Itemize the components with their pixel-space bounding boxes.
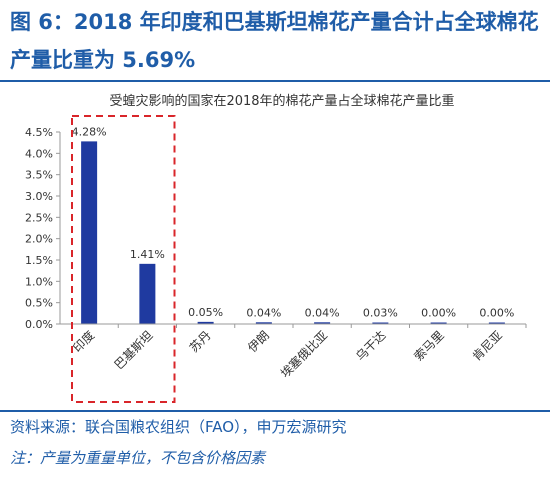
bar [372,322,389,324]
category-label: 印度 [70,328,98,356]
bars [81,141,505,324]
y-tick-label: 0.0% [25,318,53,331]
bar [430,322,447,324]
figure-title: 图 6：2018 年印度和巴基斯坦棉花产量合计占全球棉花产量比重为 5.69% [10,10,539,72]
category-label: 埃塞俄比亚 [277,328,330,381]
y-tick-label: 1.0% [25,275,53,288]
bar-chart: 受蝗灾影响的国家在2018年的棉花产量占全球棉花产量比重 0.0% 0.5% 1.0… [25,93,527,403]
footnote: 注：产量为重量单位，不包含价格因素 [10,449,266,467]
category-label: 伊朗 [245,328,272,355]
y-tick-label: 2.0% [25,233,53,246]
highlight-frame [71,115,176,403]
y-tick-label: 4.5% [25,126,53,139]
title-divider [0,80,550,82]
chart-title: 受蝗灾影响的国家在2018年的棉花产量占全球棉花产量比重 [109,93,454,109]
y-tick-label: 1.5% [25,254,53,267]
category-label: 索马里 [411,328,446,363]
y-tick-label: 4.0% [25,147,53,160]
bar [255,322,272,324]
bar [488,322,505,324]
source-note: 资料来源：联合国粮农组织（FAO），申万宏源研究 [10,418,347,436]
category-label: 肯尼亚 [470,328,505,363]
y-tick-label: 3.0% [25,190,53,203]
data-label: 0.04% [305,306,340,319]
data-label: 0.05% [188,306,223,319]
y-axis: 0.0% 0.5% 1.0% 1.5% 2.0% 2.5% 3.0% 3.5% 4.0% 4.5% [25,126,61,331]
y-tick-label: 2.5% [25,211,53,224]
category-label: 乌干达 [352,328,388,364]
y-tick-label: 3.5% [25,169,53,182]
data-label: 0.00% [479,307,514,320]
bar [197,321,214,324]
bar [139,263,156,324]
y-tick-label: 0.5% [25,297,53,310]
footer-divider [0,410,550,412]
category-label: 苏丹 [187,328,214,355]
data-labels: 4.28% 1.41% 0.05% 0.04% 0.04% 0.03% 0.00% 0.00% [72,125,515,319]
bar [81,141,98,324]
bar [314,322,331,324]
x-axis: 印度 巴基斯坦 苏丹 伊朗 埃塞俄比亚 乌干达 索马里 肯尼亚 [60,323,527,381]
category-label: 巴基斯坦 [112,328,156,372]
data-label: 0.00% [421,307,456,320]
data-label: 0.03% [363,307,398,320]
data-label: 1.41% [130,248,165,261]
data-label: 4.28% [72,125,107,138]
data-label: 0.04% [246,306,281,319]
